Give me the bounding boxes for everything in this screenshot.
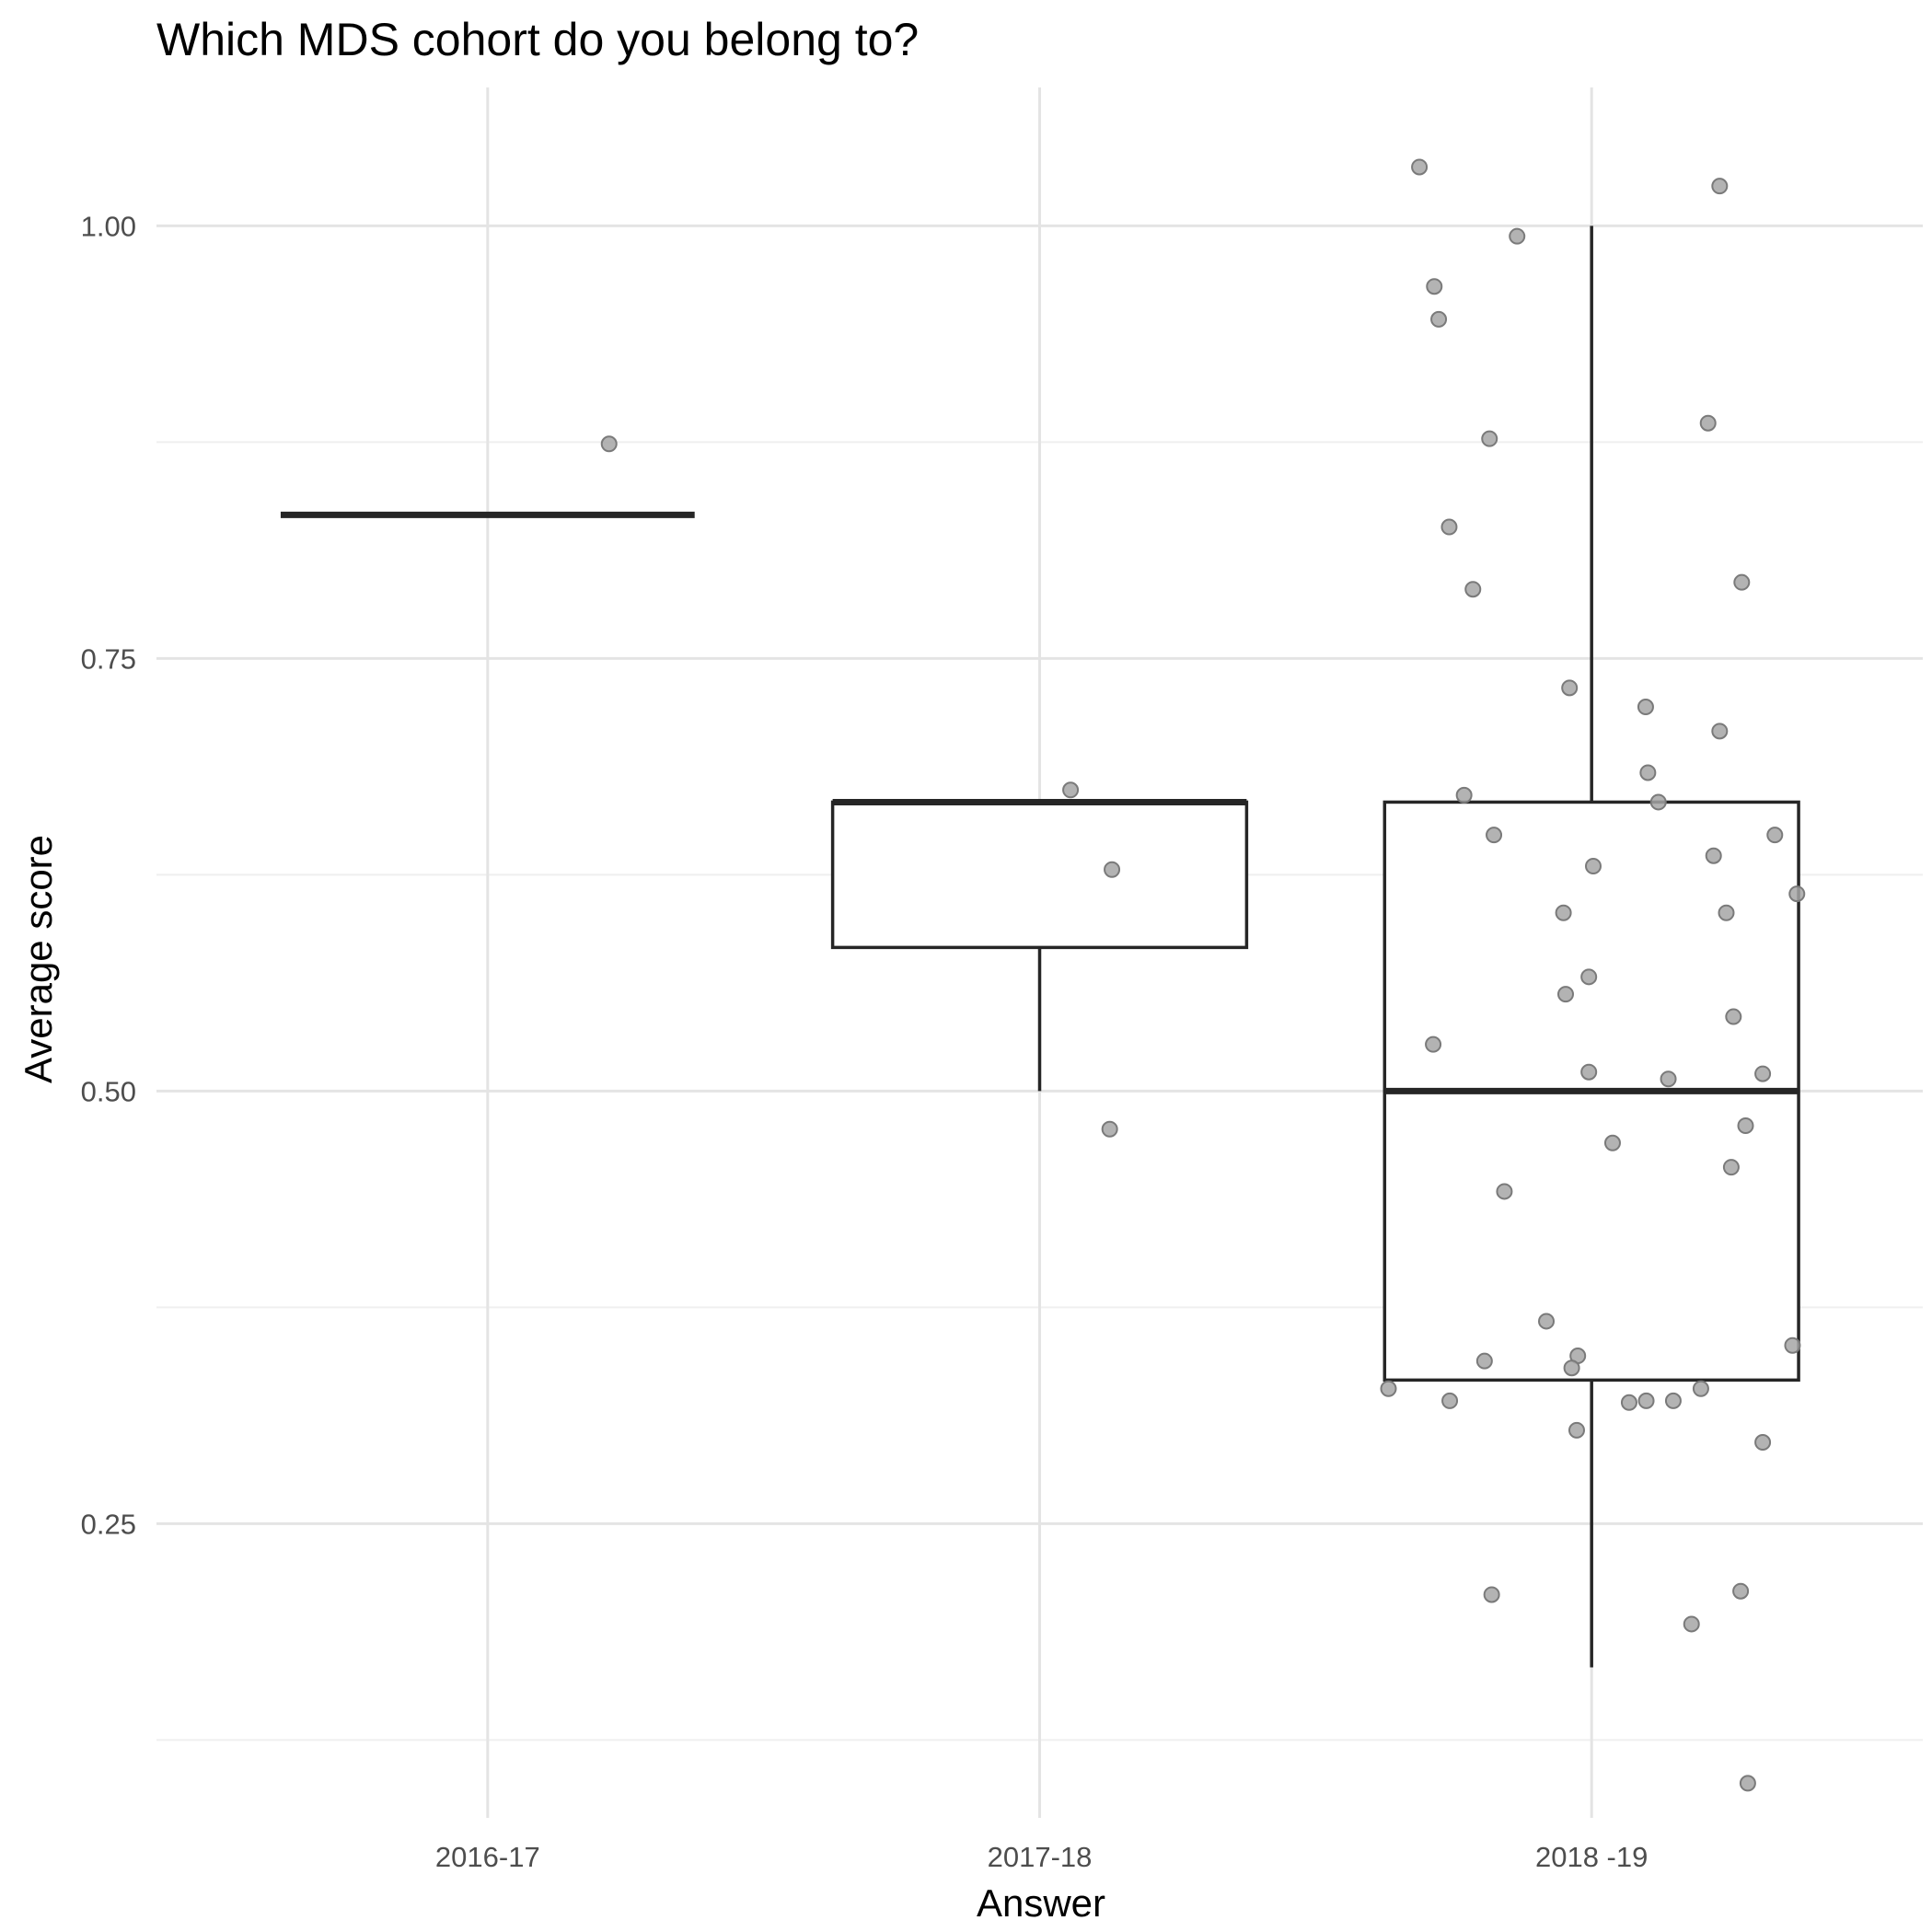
data-point	[1683, 1615, 1700, 1633]
data-point	[1580, 968, 1598, 986]
data-point	[1496, 1183, 1513, 1200]
y-axis-title: Average score	[17, 835, 60, 1083]
data-point	[1464, 581, 1482, 598]
x-tick-label: 2016-17	[435, 1841, 540, 1873]
data-point	[1557, 986, 1575, 1003]
data-point	[1620, 1394, 1637, 1411]
data-point	[1705, 847, 1722, 864]
data-point	[1660, 1070, 1677, 1088]
data-point	[1425, 1035, 1442, 1053]
data-point	[1062, 781, 1080, 799]
data-point	[1380, 1380, 1397, 1397]
data-point	[1104, 861, 1121, 878]
data-point	[1766, 827, 1784, 844]
data-point	[1426, 278, 1443, 295]
data-point	[1637, 699, 1654, 716]
data-point	[1788, 885, 1806, 903]
data-point	[1737, 1117, 1754, 1134]
data-point	[1555, 904, 1572, 921]
data-point	[1561, 679, 1579, 697]
data-point	[1486, 827, 1503, 844]
data-point	[1411, 158, 1429, 176]
data-point	[1718, 904, 1735, 921]
x-axis-ticks: 2016-17 2017-18 2018 -19	[435, 1841, 1648, 1873]
data-point	[1538, 1313, 1556, 1330]
data-point	[1732, 1582, 1750, 1600]
data-point	[1739, 1775, 1756, 1792]
data-point	[1580, 1063, 1598, 1081]
y-tick-label: 0.50	[81, 1075, 136, 1107]
data-point	[1725, 1008, 1742, 1025]
data-point	[1568, 1421, 1585, 1439]
box-iqr	[830, 800, 1249, 950]
data-point	[1563, 1359, 1580, 1377]
data-point	[1699, 414, 1717, 432]
data-point	[1430, 310, 1448, 328]
y-tick-label: 0.25	[81, 1508, 136, 1540]
chart-title: Which MDS cohort do you belong to?	[156, 14, 919, 65]
data-point	[1509, 227, 1526, 245]
data-point	[1441, 1392, 1459, 1409]
data-point	[1483, 1586, 1500, 1603]
data-point	[1754, 1065, 1772, 1082]
y-tick-label: 0.75	[81, 642, 136, 675]
data-point	[1711, 723, 1729, 740]
data-point	[1440, 518, 1458, 536]
data-point	[1101, 1120, 1118, 1138]
y-axis-ticks: 0.25 0.50 0.75 1.00	[81, 210, 136, 1540]
data-point	[1692, 1380, 1709, 1397]
data-point	[1475, 1352, 1493, 1370]
data-point	[1455, 786, 1473, 804]
data-point	[600, 435, 618, 453]
data-point	[1637, 1392, 1655, 1409]
data-point	[1584, 858, 1602, 874]
data-point	[1784, 1336, 1801, 1354]
x-tick-label: 2017-18	[988, 1841, 1093, 1873]
data-point	[1639, 764, 1657, 781]
data-point	[1603, 1134, 1621, 1151]
data-point	[1711, 178, 1729, 195]
points	[600, 158, 1806, 1792]
data-point	[1481, 430, 1498, 447]
y-tick-label: 1.00	[81, 210, 136, 242]
data-point	[1754, 1434, 1772, 1452]
data-point	[1649, 793, 1667, 811]
boxes	[280, 226, 1800, 1668]
data-point	[1733, 573, 1751, 591]
data-point	[1664, 1392, 1682, 1409]
x-axis-title: Answer	[977, 1881, 1105, 1925]
x-tick-label: 2018 -19	[1535, 1841, 1648, 1873]
data-point	[1722, 1159, 1740, 1176]
